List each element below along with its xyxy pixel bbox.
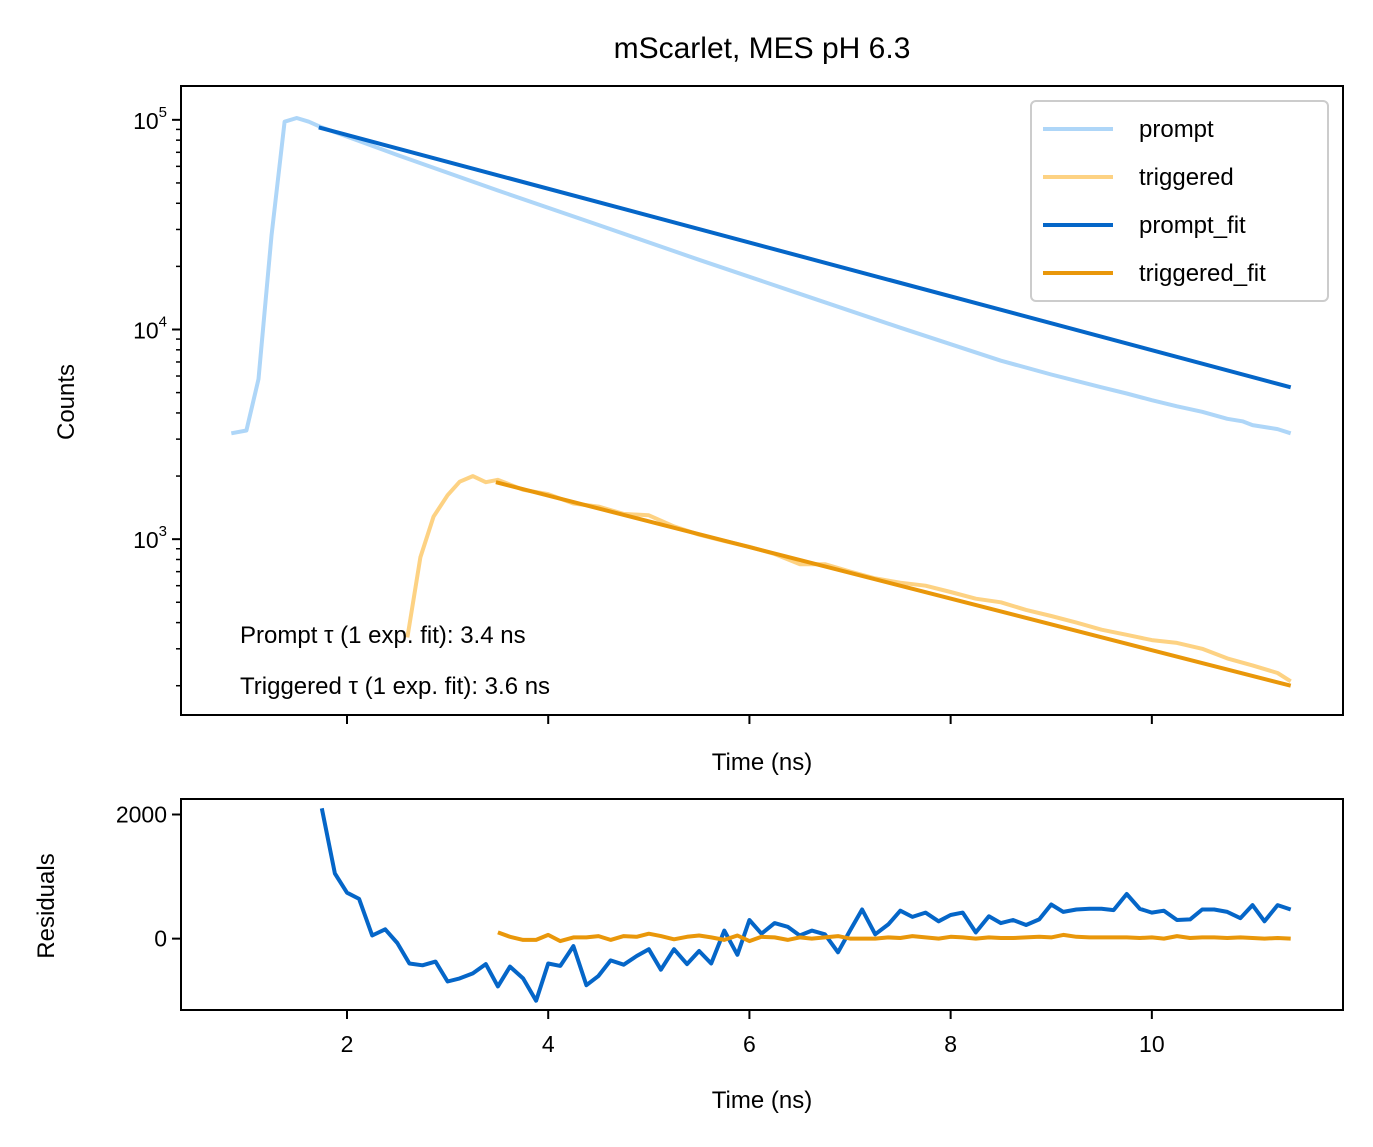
residual-x-tick-label: 6: [743, 1031, 756, 1057]
legend-label-prompt: prompt: [1139, 116, 1214, 143]
residual-y-axis: 0 2000: [116, 802, 181, 952]
y-tick-label: 103: [133, 523, 167, 553]
triggered-tau-annotation: Triggered τ (1 exp. fit): 3.6 ns: [240, 673, 550, 700]
fit-annotations: Prompt τ (1 exp. fit): 3.4 ns Triggered …: [240, 622, 550, 700]
prompt-series: [230, 116, 1292, 436]
legend-label-prompt-fit: prompt_fit: [1139, 212, 1246, 239]
triggered-fit-series: [495, 480, 1292, 688]
residual-y-tick-label: 2000: [116, 802, 167, 828]
top-y-axis: 103 104 105: [133, 104, 181, 687]
triggered-residual-series: [497, 930, 1291, 944]
residual-y-tick-label: 0: [154, 926, 167, 952]
top-x-axis-label: Time (ns): [712, 749, 812, 776]
residual-x-tick-label: 4: [542, 1031, 555, 1057]
residual-x-tick-label: 10: [1139, 1031, 1165, 1057]
top-axes-frame: [180, 85, 1344, 716]
prompt-fit-series: [318, 125, 1292, 390]
chart-title: mScarlet, MES pH 6.3: [614, 32, 911, 65]
legend-box: [1030, 100, 1329, 302]
residual-x-axis-label: Time (ns): [712, 1087, 812, 1114]
top-plot-series: [230, 116, 1292, 688]
legend-label-triggered: triggered: [1139, 164, 1234, 191]
residual-y-axis-label: Residuals: [33, 853, 60, 958]
residual-x-tick-label: 8: [944, 1031, 957, 1057]
y-tick-label: 104: [133, 314, 167, 344]
prompt-residual-series: [319, 807, 1292, 1003]
residual-series: [319, 807, 1292, 1003]
residual-axes-frame: [180, 798, 1344, 1011]
residual-x-axis: 2 4 6 8 10: [341, 1010, 1165, 1057]
legend: prompt triggered prompt_fit triggered_fi…: [1030, 100, 1329, 302]
legend-label-triggered-fit: triggered_fit: [1139, 260, 1266, 287]
top-y-axis-label: Counts: [53, 364, 80, 440]
residual-x-tick-label: 2: [341, 1031, 354, 1057]
y-tick-label: 105: [133, 104, 167, 134]
prompt-tau-annotation: Prompt τ (1 exp. fit): 3.4 ns: [240, 622, 526, 649]
top-x-axis: [346, 715, 1153, 724]
